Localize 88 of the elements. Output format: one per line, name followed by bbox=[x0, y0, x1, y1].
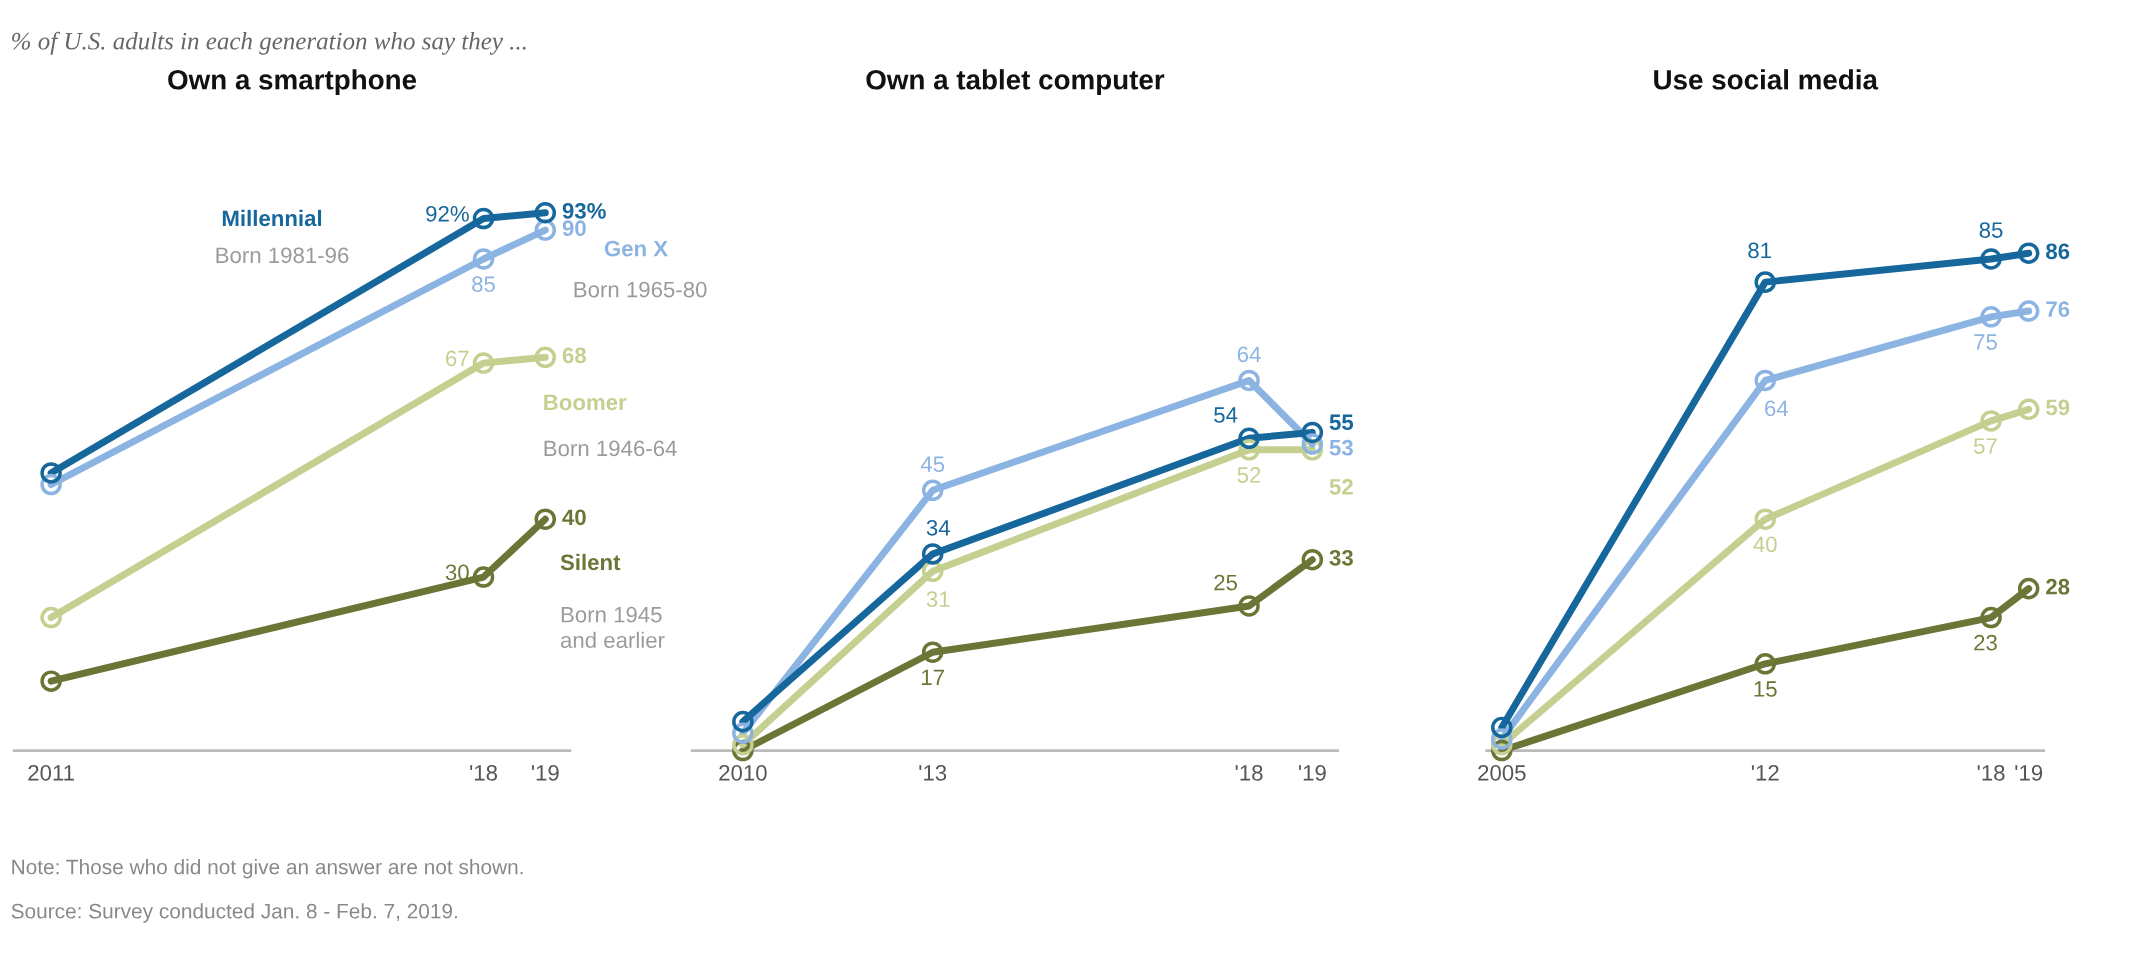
point bbox=[40, 670, 62, 692]
x-tick-label: '13 bbox=[919, 765, 947, 781]
point bbox=[1238, 595, 1260, 617]
text: Gen X bbox=[604, 240, 668, 257]
series-label: Silent bbox=[560, 553, 621, 571]
point bbox=[534, 346, 557, 369]
data-label: 64 bbox=[1237, 346, 1261, 363]
data-label: 93% bbox=[562, 202, 606, 219]
point bbox=[1980, 248, 2002, 270]
data-label: 15 bbox=[1754, 681, 1777, 697]
data-label: 81 bbox=[1748, 242, 1771, 259]
data-label: 76 bbox=[2046, 301, 2070, 318]
data-label: 85 bbox=[1979, 222, 2003, 238]
x-tick-label: '19 bbox=[1298, 765, 1326, 781]
x-tick-label: '12 bbox=[1751, 765, 1779, 781]
data-label: 67 bbox=[446, 350, 469, 367]
text: Note: Those who did not give an answer are not shown. bbox=[12, 859, 523, 879]
annotation: Born 1981-96 bbox=[216, 247, 349, 264]
data-label: 52 bbox=[1329, 478, 1353, 495]
x-tick-label: 2010 bbox=[719, 765, 767, 781]
point bbox=[921, 641, 944, 663]
point bbox=[472, 352, 495, 374]
data-label: 57 bbox=[1974, 438, 1997, 454]
point bbox=[1301, 421, 1324, 444]
point bbox=[1980, 606, 2002, 629]
point bbox=[2017, 300, 2040, 322]
data-label: 40 bbox=[1753, 536, 1777, 553]
data-label: 45 bbox=[920, 456, 945, 473]
data-label: 25 bbox=[1214, 574, 1238, 591]
point bbox=[732, 710, 754, 733]
data-label: 28 bbox=[2046, 578, 2070, 595]
data-label: 54 bbox=[1214, 407, 1238, 423]
x-tick-label: '19 bbox=[2015, 765, 2043, 781]
point bbox=[534, 508, 557, 530]
point bbox=[1754, 508, 1776, 530]
data-label: 31 bbox=[926, 591, 950, 608]
data-label: 59 bbox=[2046, 399, 2070, 416]
data-label: 55 bbox=[1329, 414, 1354, 431]
data-label: 40 bbox=[562, 509, 586, 526]
point bbox=[1980, 410, 2002, 432]
data-label: 64 bbox=[1765, 400, 1789, 417]
point bbox=[472, 248, 495, 270]
x-tick-label: 2005 bbox=[1478, 765, 1526, 781]
data-label: 23 bbox=[1974, 634, 1997, 651]
point bbox=[1980, 306, 2002, 328]
point bbox=[534, 201, 557, 224]
x-tick-label: '18 bbox=[1977, 765, 2005, 781]
chart-subtitle: % of U.S. adults in each generation who say they ... bbox=[12, 31, 526, 55]
point bbox=[1301, 548, 1324, 571]
x-tick-label: '19 bbox=[531, 765, 559, 781]
text: Millennial bbox=[222, 209, 322, 227]
data-label: 34 bbox=[926, 519, 950, 536]
annotation: Born 1946-64 bbox=[544, 440, 677, 457]
text: Born 1965-80 bbox=[574, 281, 707, 298]
x-tick-label: 2011 bbox=[28, 765, 74, 781]
point bbox=[2017, 577, 2040, 600]
point bbox=[1754, 369, 1776, 392]
data-label: 86 bbox=[2046, 243, 2070, 260]
point bbox=[1754, 653, 1776, 675]
point bbox=[472, 566, 495, 588]
data-label: 75 bbox=[1974, 334, 1997, 350]
point bbox=[40, 462, 62, 484]
annotation: Born 1945 and earlier bbox=[560, 606, 665, 649]
chart-title: Own a tablet computer bbox=[866, 69, 1165, 96]
data-label: 17 bbox=[922, 669, 944, 685]
point bbox=[921, 543, 944, 565]
chart-title: Use social media bbox=[1654, 69, 1879, 90]
point bbox=[472, 207, 495, 230]
x-tick-label: '18 bbox=[470, 765, 498, 781]
point bbox=[1238, 427, 1260, 450]
point bbox=[921, 479, 944, 502]
data-label: 85 bbox=[472, 276, 495, 292]
series-label: Boomer bbox=[544, 394, 627, 411]
point bbox=[1491, 716, 1513, 739]
data-label: 68 bbox=[562, 347, 586, 364]
data-label: 53 bbox=[1329, 439, 1353, 456]
point bbox=[1238, 369, 1260, 392]
data-label: 52 bbox=[1237, 467, 1261, 483]
data-label: 33 bbox=[1329, 549, 1353, 566]
point bbox=[2017, 242, 2040, 264]
chart-title: Own a smartphone bbox=[168, 69, 417, 96]
data-label: 92% bbox=[426, 205, 469, 222]
point bbox=[1754, 271, 1776, 293]
point bbox=[2017, 398, 2040, 421]
point bbox=[40, 606, 62, 629]
source-note: Source: Survey conducted Jan. 8 - Feb. 7, 2019. bbox=[11, 903, 457, 923]
data-label: 90 bbox=[562, 220, 586, 237]
x-tick-label: '18 bbox=[1235, 765, 1263, 781]
